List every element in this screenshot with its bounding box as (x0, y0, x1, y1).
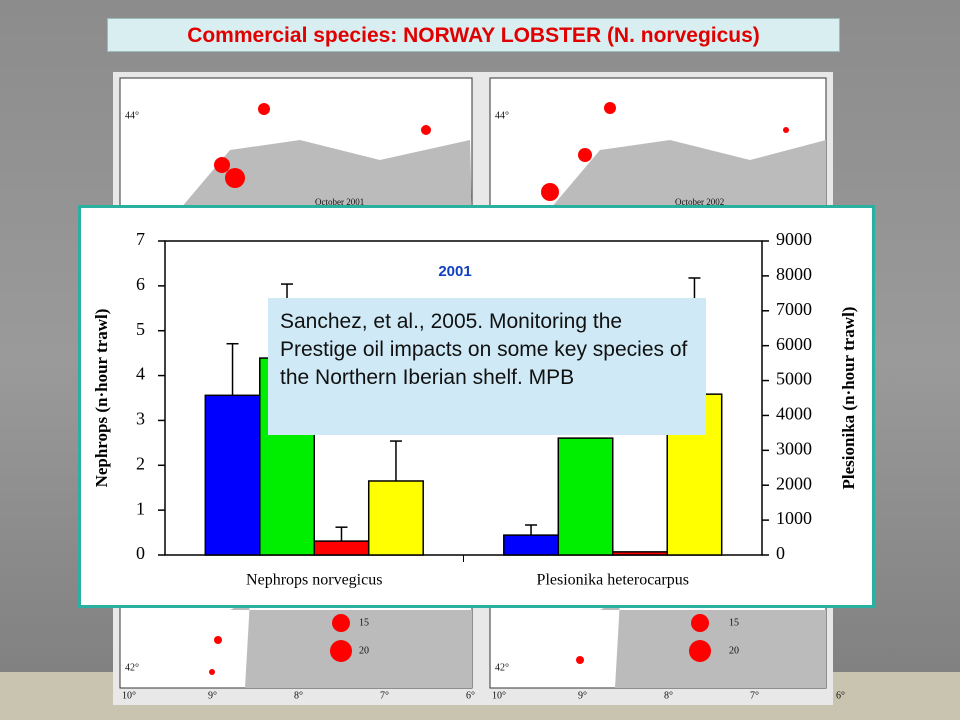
land (230, 600, 472, 688)
bar (204, 394, 261, 556)
y-tick-label: 0 (136, 543, 145, 563)
citation: Sanchez, et al., 2005. Monitoring the Pr… (268, 298, 706, 435)
y2-tick-label: 1000 (776, 508, 812, 528)
map-lon-label: 9° (578, 690, 587, 701)
bar (367, 480, 424, 556)
bar (313, 540, 370, 556)
y-tick-label: 1 (136, 498, 145, 518)
y-tick-label: 7 (136, 229, 145, 249)
y2-tick-label: 4000 (776, 404, 812, 424)
y2-tick-label: 7000 (776, 299, 812, 319)
chart-title: 2001 (438, 263, 471, 280)
map-lon-label: 7° (380, 690, 389, 701)
map-size-label: 15 (729, 617, 739, 628)
map-caption: October 2002 (675, 197, 724, 207)
y2-tick-label: 3000 (776, 438, 812, 458)
map-lat-label: 42° (495, 662, 509, 673)
y2-tick-label: 8000 (776, 264, 812, 284)
map-lat-label: 44° (125, 110, 139, 121)
y2-axis-label: Plesionika (n·hour trawl) (839, 307, 858, 490)
land (175, 140, 472, 215)
map-lon-label: 6° (836, 690, 845, 701)
map-lon-label: 6° (466, 690, 475, 701)
land (545, 140, 826, 215)
bar (503, 534, 560, 556)
y-tick-label: 2 (136, 453, 145, 473)
y-tick-label: 6 (136, 274, 145, 294)
map-size-label: 20 (729, 645, 739, 656)
y2-tick-label: 2000 (776, 473, 812, 493)
x-tick-label: Nephrops norvegicus (246, 572, 382, 589)
map-caption: October 2001 (315, 197, 364, 207)
map-size-label: 20 (359, 645, 369, 656)
map-lon-label: 10° (122, 690, 136, 701)
land (600, 600, 826, 688)
bar (557, 437, 614, 556)
y2-tick-label: 9000 (776, 229, 812, 249)
y2-tick-label: 5000 (776, 369, 812, 389)
map-lon-label: 8° (294, 690, 303, 701)
map-lon-label: 10° (492, 690, 506, 701)
y-axis-label: Nephrops (n·hour trawl) (92, 309, 111, 488)
map-size-label: 15 (359, 617, 369, 628)
y-tick-label: 5 (136, 319, 145, 339)
map-dots (209, 102, 789, 675)
bar (612, 551, 668, 556)
map-lon-label: 8° (664, 690, 673, 701)
y-tick-label: 4 (136, 364, 145, 384)
y2-tick-label: 0 (776, 543, 785, 563)
y-tick-label: 3 (136, 409, 145, 429)
y2-tick-label: 6000 (776, 334, 812, 354)
map-lon-label: 9° (208, 690, 217, 701)
map-lat-label: 42° (125, 662, 139, 673)
slide-title: Commercial species: NORWAY LOBSTER (N. n… (107, 18, 840, 52)
map-lon-label: 7° (750, 690, 759, 701)
map-lat-label: 44° (495, 110, 509, 121)
x-tick-label: Plesionika heterocarpus (537, 572, 689, 589)
